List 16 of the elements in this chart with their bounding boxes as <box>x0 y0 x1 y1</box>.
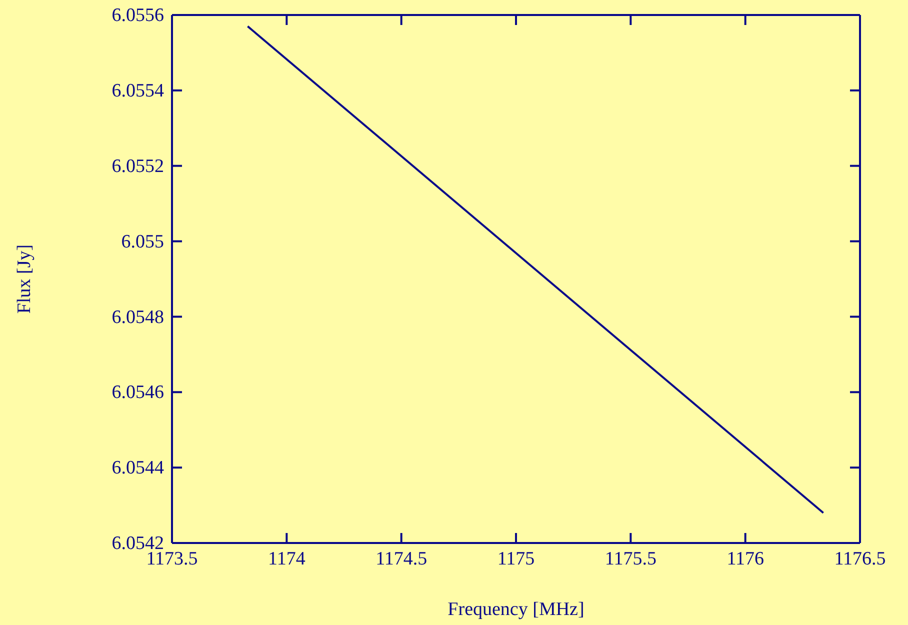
x-tick-label: 1174.5 <box>376 548 428 570</box>
y-tick-label: 6.0554 <box>112 80 164 102</box>
y-tick-label: 6.0546 <box>112 382 164 404</box>
x-tick-label: 1176 <box>726 548 764 570</box>
x-axis-title: Frequency [MHz] <box>448 599 584 620</box>
x-tick-label: 1173.5 <box>146 548 198 570</box>
y-tick-label: 6.0548 <box>112 306 164 328</box>
x-tick-label: 1175.5 <box>604 548 656 570</box>
y-tick-label: 6.0544 <box>112 458 164 479</box>
y-axis-title: Flux [Jy] <box>14 244 35 314</box>
x-tick-label: 1175 <box>497 548 535 570</box>
y-tick-label: 6.0552 <box>112 156 164 177</box>
y-tick-label: 6.055 <box>121 231 164 252</box>
x-tick-label: 1174 <box>268 548 306 570</box>
x-tick-label: 1176.5 <box>834 548 886 570</box>
y-tick-label: 6.0556 <box>112 5 164 26</box>
